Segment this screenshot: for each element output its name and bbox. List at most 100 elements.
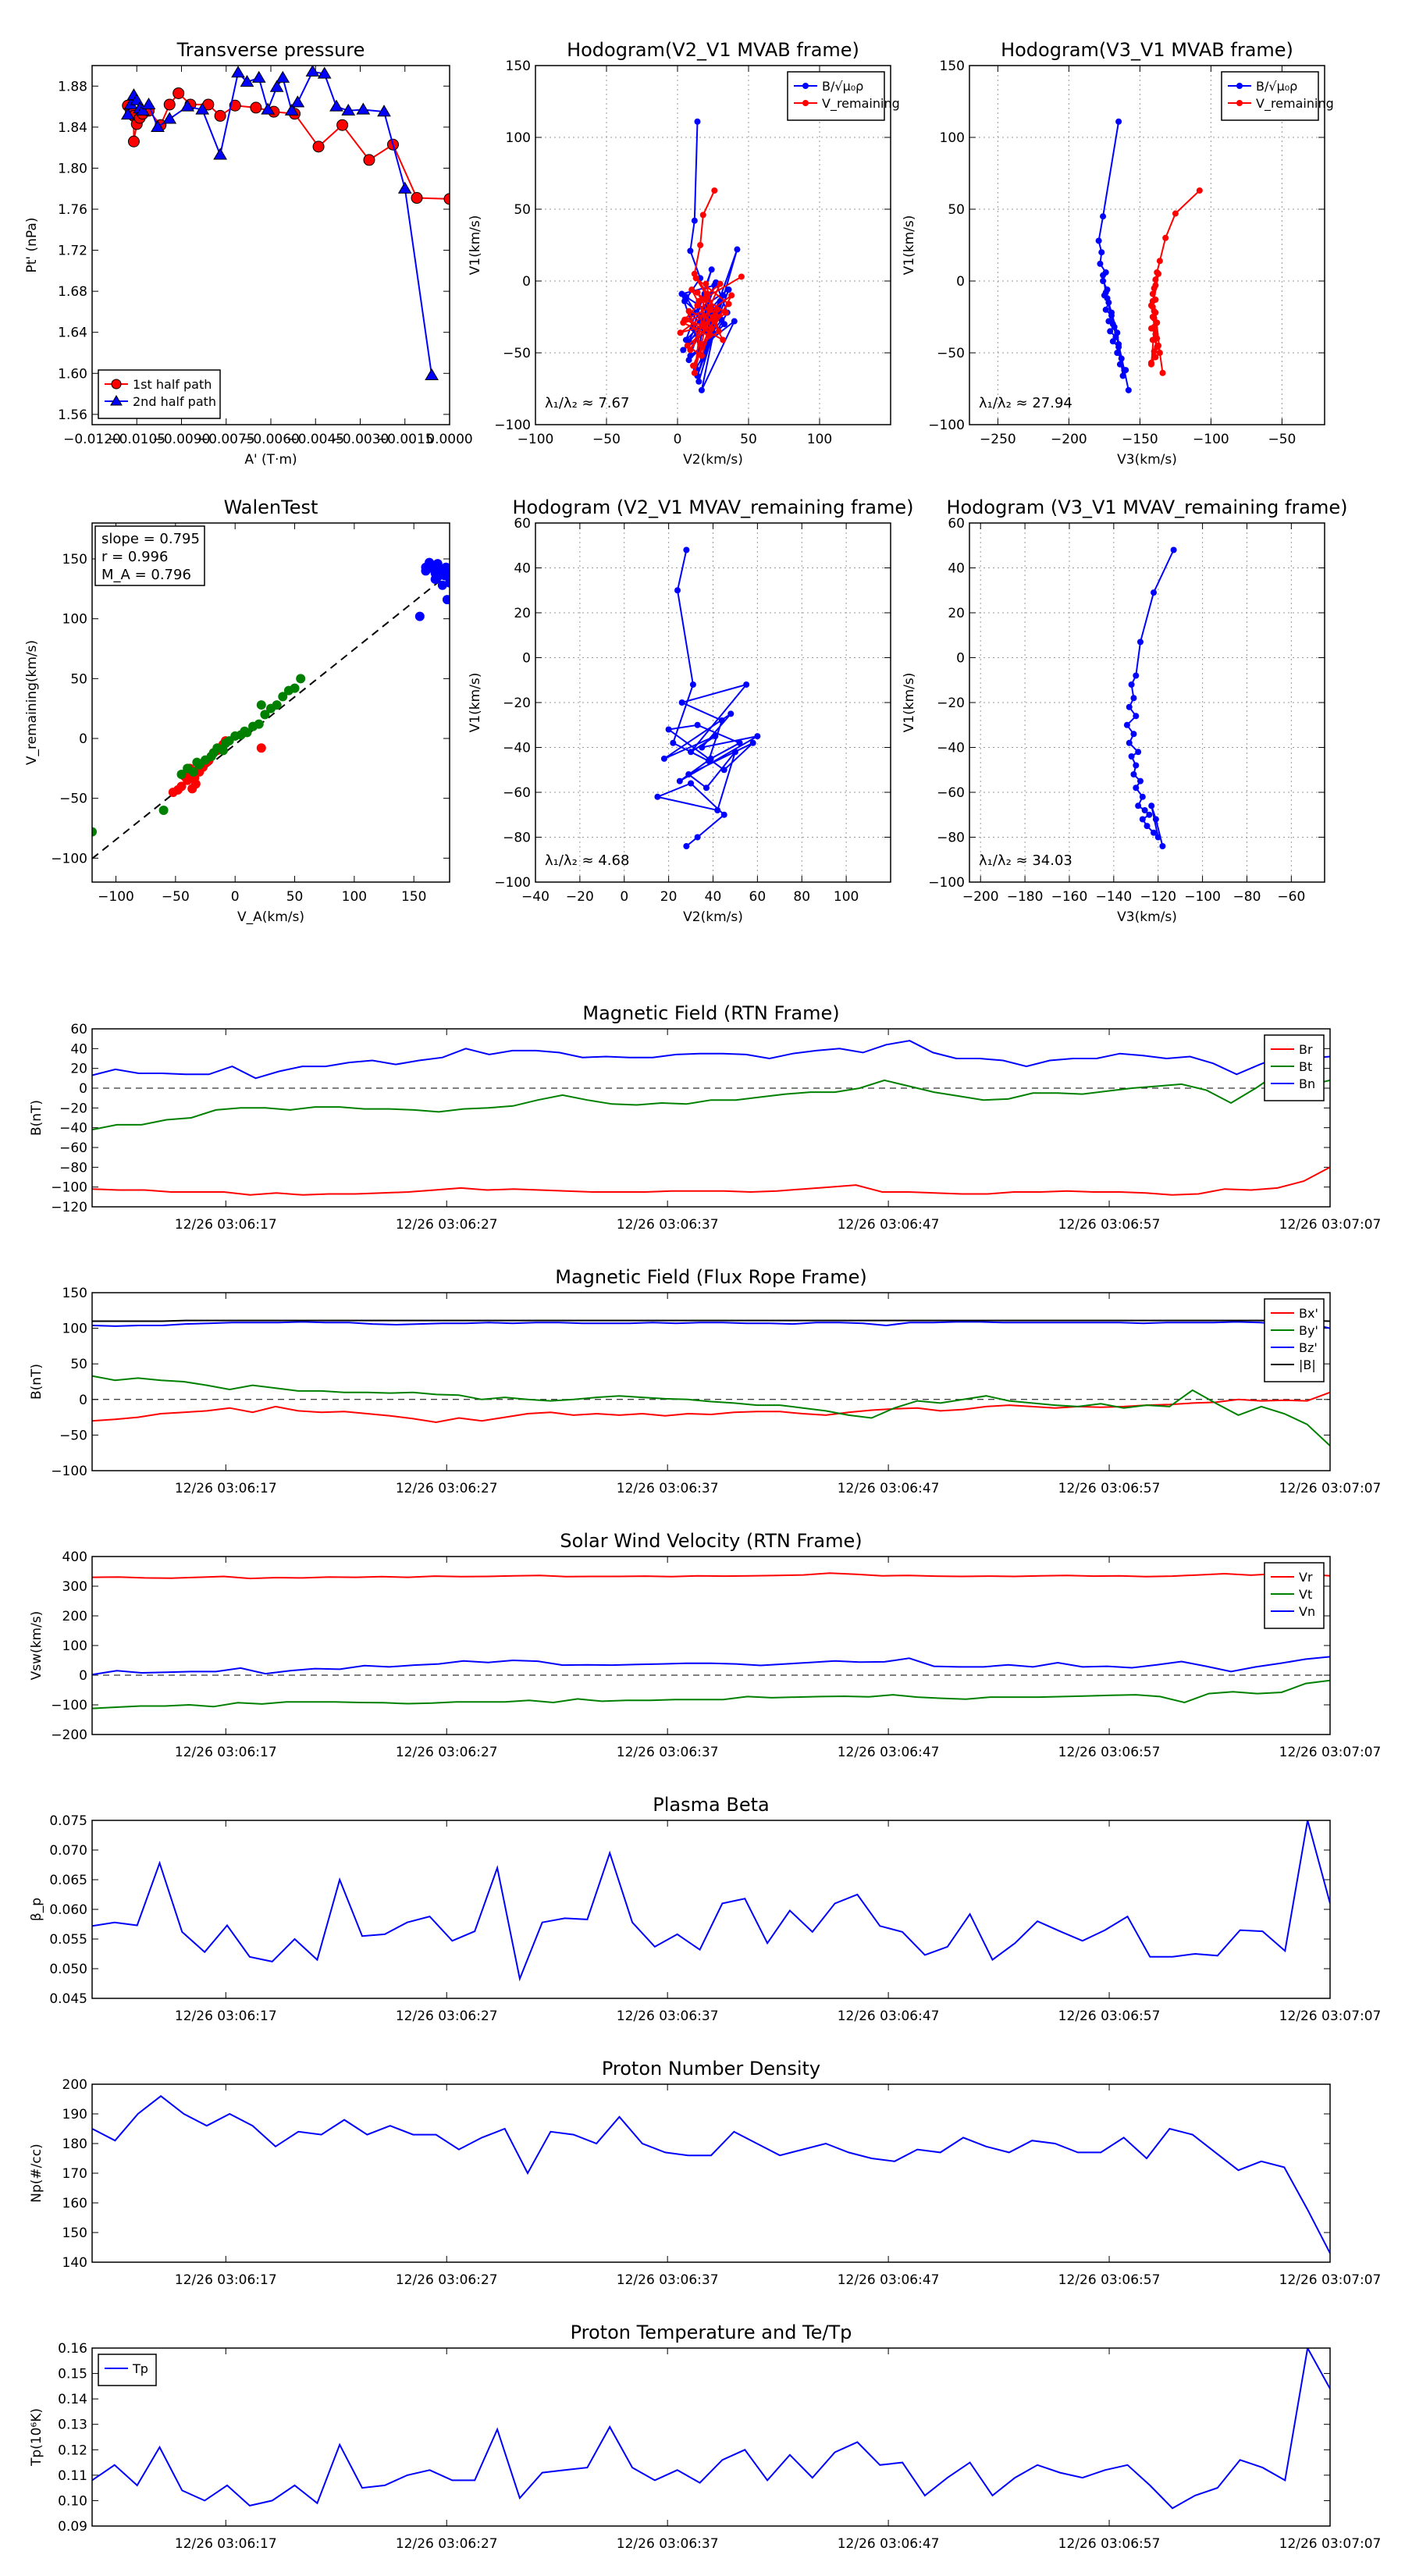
ratio-annotation: λ₁/λ₂ ≈ 34.03 [979,852,1072,869]
data-point [728,292,735,299]
data-point [711,187,718,194]
y-tick-label: −20 [937,696,965,711]
data-point [670,739,677,746]
x-tick-label: 12/26 03:06:17 [175,2272,277,2288]
data-point [698,352,705,359]
x-tick-label: 0 [674,432,682,447]
data-point [1109,338,1116,345]
y-tick-label: 0.16 [58,2341,87,2357]
data-point [240,75,254,87]
series-line-np [92,2094,1330,2254]
y-tick-label: −20 [503,696,531,711]
data-point [718,717,725,724]
data-point [1116,361,1123,368]
stats-box [94,525,205,586]
data-point [290,95,305,108]
data-point [430,575,440,585]
x-tick-label: −80 [1233,889,1261,905]
data-point [220,738,230,749]
x-tick-label: −200 [962,889,999,905]
stats-line: r = 0.996 [101,549,168,565]
data-point [702,785,710,792]
plot-area [92,2348,1330,2510]
y-axis-label: B(nT) [29,1100,44,1136]
x-tick-label: −0.0030 [332,432,389,447]
y-tick-label: 1.64 [58,326,87,341]
x-tick-label: 12/26 03:06:27 [396,1481,498,1496]
data-point [714,807,721,813]
y-tick-label: 0.13 [58,2418,87,2433]
legend-label: Bz' [1299,1340,1318,1355]
data-point [1135,802,1142,809]
y-tick-label: 1.88 [58,79,87,94]
x-axis-label: V2(km/s) [683,452,743,468]
stats-line: slope = 0.795 [101,531,200,547]
legend-label: Br [1299,1042,1313,1057]
data-point [1126,703,1133,710]
legend: Vr Vt Vn [1264,1562,1325,1629]
data-point [1152,282,1159,289]
series-line-bn [92,1040,1330,1080]
x-tick-label: −60 [1277,889,1305,905]
y-tick-label: −80 [59,1160,87,1176]
data-point [738,273,745,280]
data-point [305,66,320,76]
legend-label: 1st half path [133,377,212,392]
x-tick-label: 12/26 03:06:47 [838,1481,940,1496]
data-point [1130,771,1137,777]
y-tick-label: −120 [51,1200,87,1215]
data-point [713,312,720,319]
series-line-bx- [92,1391,1330,1424]
data-point [269,80,284,92]
legend-label: Bt [1299,1059,1312,1074]
walen-panel: WalenTest −100 −50 0 50 100 150 −100 −50 0 50 100 15… [24,496,450,925]
y-tick-label: 100 [940,130,965,146]
data-point [256,700,266,710]
plot-area [654,546,761,849]
x-tick-label: 100 [834,889,859,905]
legend-label: By' [1299,1323,1318,1338]
y-tick-label: 150 [62,1286,87,1301]
data-point [187,784,197,794]
legend-marker [111,379,122,390]
data-point [1154,335,1161,342]
x-tick-label: 12/26 03:06:47 [838,1217,940,1233]
x-tick-label: 12/26 03:06:37 [617,2272,719,2288]
ratio-annotation: λ₁/λ₂ ≈ 27.94 [979,395,1072,411]
data-point [443,193,450,205]
data-point [1115,340,1122,347]
y-tick-label: −50 [503,346,531,361]
data-point [425,368,439,381]
data-point [702,280,710,287]
data-point [162,112,177,124]
data-point [1146,811,1153,818]
data-point [1156,258,1163,265]
data-point [720,292,727,299]
data-point [697,340,704,347]
x-tick-label: −100 [98,889,134,905]
data-point [434,567,444,577]
data-point [1172,210,1179,217]
legend-label: Vt [1299,1587,1312,1602]
data-point [687,247,694,254]
data-point [254,719,264,729]
y-tick-label: 200 [62,2077,87,2093]
data-point [240,726,250,736]
data-point [678,699,685,706]
mag_rtn-panel: Magnetic Field (RTN Frame) −120 −100 −80 −60… [29,1002,1381,1233]
legend-label: B/√μ₀ρ [822,79,863,94]
y-tick-label: 0.050 [49,1962,87,1977]
series-line-v [655,550,758,847]
x-tick-label: 12/26 03:06:37 [617,1481,719,1496]
plot-frame [91,522,450,883]
data-point [1115,118,1122,125]
chart-title: Hodogram (V2_V1 MVAV_remaining frame) [512,496,913,518]
data-point [251,70,266,83]
plot-frame [91,1556,1331,1735]
x-tick-label: −120 [1140,889,1176,905]
data-point [1130,731,1137,738]
chart-title: Transverse pressure [176,39,365,61]
data-point [683,546,690,553]
x-tick-label: 12/26 03:06:57 [1058,1481,1161,1496]
plot-frame [91,1028,1331,1208]
